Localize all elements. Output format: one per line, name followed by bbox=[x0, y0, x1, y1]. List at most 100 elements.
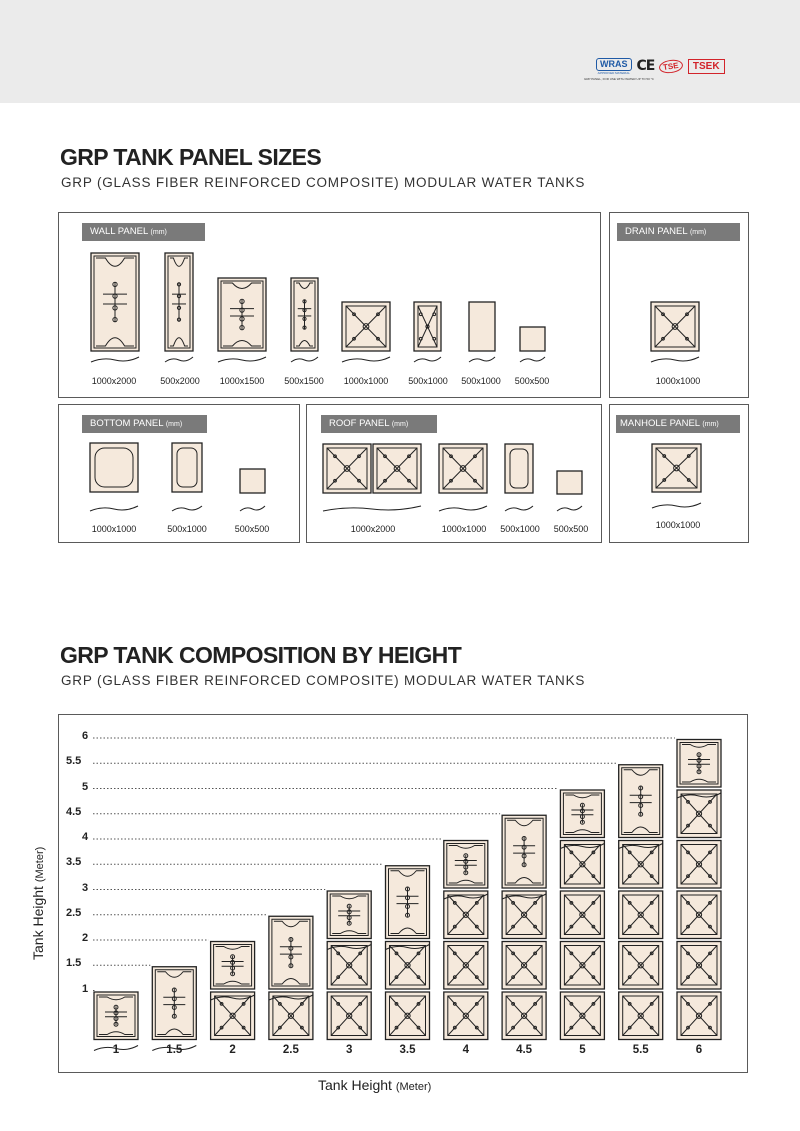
roof-size-label: 500x500 bbox=[553, 524, 589, 534]
bottom-panel-tag: BOTTOM PANEL (mm) bbox=[82, 415, 207, 433]
stack-panel-1000x1000 bbox=[209, 991, 256, 1041]
wall-panel-name: WALL PANEL bbox=[90, 226, 148, 237]
certification-logos: WRAS APPROVED MATERIAL CE TSE TSEK GRP P… bbox=[584, 55, 725, 81]
x-tick-label: 1.5 bbox=[166, 1044, 183, 1056]
stack-panel-1000x1000 bbox=[443, 890, 489, 940]
stack-panel-1000x1000 bbox=[501, 991, 547, 1041]
top-wall-panel bbox=[93, 991, 139, 1041]
wall-panel-500x1000 bbox=[468, 301, 496, 352]
drain-panel-unit: (mm) bbox=[689, 229, 707, 236]
x-tick-label: 2.5 bbox=[282, 1044, 299, 1056]
x-tick-label: 4 bbox=[462, 1044, 469, 1056]
roof-size-label: 500x1000 bbox=[500, 524, 540, 534]
x-tick-label: 2 bbox=[229, 1044, 236, 1056]
manhole-panel-name: MANHOLE PANEL bbox=[620, 418, 700, 429]
roof-size-label: 1000x2000 bbox=[350, 524, 396, 534]
y-axis-label: Tank Height (Meter) bbox=[30, 847, 46, 960]
x-tick-label: 1 bbox=[112, 1044, 120, 1056]
stack-panel-1000x1000 bbox=[384, 991, 431, 1041]
x-tick-label: 3.5 bbox=[399, 1044, 416, 1056]
y-axis-title: Tank Height bbox=[30, 886, 46, 960]
stack-panel-1000x1000 bbox=[676, 890, 722, 940]
stack-panel-1000x1000 bbox=[559, 991, 606, 1041]
x-axis-label: Tank Height (Meter) bbox=[318, 1077, 431, 1093]
top-wall-panel bbox=[268, 915, 314, 990]
bottom-panel-500x500 bbox=[239, 468, 266, 494]
top-wall-panel bbox=[443, 839, 489, 889]
roof-panel-tag: ROOF PANEL (mm) bbox=[321, 415, 437, 433]
tank-column-5 bbox=[559, 789, 606, 1041]
stack-panel-1000x1000 bbox=[618, 940, 664, 990]
top-wall-panel bbox=[151, 966, 197, 1041]
wall-size-label: 500x1500 bbox=[284, 376, 324, 386]
tank-column-4 bbox=[443, 839, 489, 1041]
tank-column-5.5 bbox=[618, 764, 664, 1041]
top-wall-panel bbox=[618, 764, 664, 839]
tank-column-3.5 bbox=[384, 865, 431, 1041]
wall-panel-500x500 bbox=[519, 326, 546, 352]
bottom-size-label: 1000x1000 bbox=[91, 524, 137, 534]
y-tick-label: 4 bbox=[82, 831, 89, 843]
y-tick-label: 6 bbox=[82, 730, 89, 742]
roof-panel-500x1000 bbox=[504, 443, 534, 494]
wall-panel-box bbox=[58, 212, 601, 398]
x-tick-label: 4.5 bbox=[516, 1044, 533, 1056]
composition-chart-frame bbox=[58, 714, 748, 1073]
manhole-size-label: 1000x1000 bbox=[655, 520, 701, 530]
stack-panel-1000x1000 bbox=[326, 991, 372, 1041]
y-tick-label: 2 bbox=[82, 932, 89, 944]
x-axis-unit: (Meter) bbox=[395, 1081, 432, 1093]
roof-panel-1000x2000-left bbox=[322, 443, 372, 494]
composition-subtitle: GRP (GLASS FIBER REINFORCED COMPOSITE) M… bbox=[61, 673, 586, 688]
panel-sizes-subtitle: GRP (GLASS FIBER REINFORCED COMPOSITE) M… bbox=[61, 175, 586, 190]
bottom-size-label: 500x500 bbox=[234, 524, 270, 534]
stack-panel-1000x1000 bbox=[559, 940, 606, 990]
roof-panel-name: ROOF PANEL bbox=[329, 418, 390, 429]
x-tick-label: 5 bbox=[579, 1044, 586, 1056]
wras-label: WRAS bbox=[596, 57, 632, 71]
stack-panel-1000x1000 bbox=[676, 940, 722, 990]
x-tick-label: 3 bbox=[345, 1044, 353, 1056]
tank-column-2 bbox=[209, 940, 256, 1041]
tank-column-4.5 bbox=[501, 814, 547, 1041]
stack-panel-1000x1000 bbox=[443, 991, 489, 1041]
wall-size-label: 500x2000 bbox=[160, 376, 200, 386]
wall-panel-500x1000-cross bbox=[413, 301, 442, 352]
wall-size-label: 500x1000 bbox=[408, 376, 448, 386]
y-tick-label: 1.5 bbox=[66, 957, 82, 970]
tank-column-3 bbox=[326, 890, 372, 1041]
y-tick-label: 1 bbox=[82, 982, 89, 995]
wras-sub: APPROVED MATERIAL bbox=[597, 70, 630, 75]
roof-panel-unit: (mm) bbox=[391, 421, 409, 428]
drain-panel-1000x1000 bbox=[650, 301, 700, 352]
wall-size-label: 500x1000 bbox=[461, 376, 501, 386]
bottom-panel-500x1000 bbox=[171, 442, 203, 493]
stack-panel-1000x1000 bbox=[501, 940, 547, 990]
top-wall-panel bbox=[559, 789, 606, 839]
wall-size-label: 1000x2000 bbox=[91, 376, 137, 386]
panel-sizes-title: GRP TANK PANEL SIZES bbox=[60, 144, 322, 170]
stack-panel-1000x1000 bbox=[384, 940, 431, 990]
ce-mark: CE bbox=[636, 58, 656, 74]
top-wall-panel bbox=[326, 890, 372, 940]
wras-note: GRP PANEL, FOR USE WITH WATER UP TO 50 °… bbox=[584, 77, 654, 81]
y-axis-unit: (Meter) bbox=[34, 846, 46, 883]
wall-panel-500x2000 bbox=[164, 252, 194, 352]
tsek-logo: TSEK bbox=[687, 58, 725, 74]
wall-size-label: 1000x1000 bbox=[343, 376, 389, 386]
wall-size-label: 1000x1500 bbox=[219, 376, 265, 386]
y-tick-label: 5 bbox=[82, 780, 89, 793]
manhole-panel-unit: (mm) bbox=[702, 421, 719, 428]
bottom-panel-unit: (mm) bbox=[165, 421, 183, 428]
roof-panel-1000x2000-right bbox=[372, 443, 422, 494]
x-tick-label: 5.5 bbox=[632, 1044, 649, 1056]
stack-panel-1000x1000 bbox=[618, 890, 664, 940]
stack-panel-1000x1000 bbox=[618, 991, 664, 1041]
drain-panel-name: DRAIN PANEL bbox=[625, 226, 688, 237]
stack-panel-1000x1000 bbox=[501, 890, 547, 940]
stack-panel-1000x1000 bbox=[618, 839, 664, 889]
roof-size-label: 1000x1000 bbox=[441, 524, 487, 534]
y-tick-label: 3 bbox=[82, 881, 89, 894]
y-tick-label: 4.5 bbox=[66, 805, 82, 818]
